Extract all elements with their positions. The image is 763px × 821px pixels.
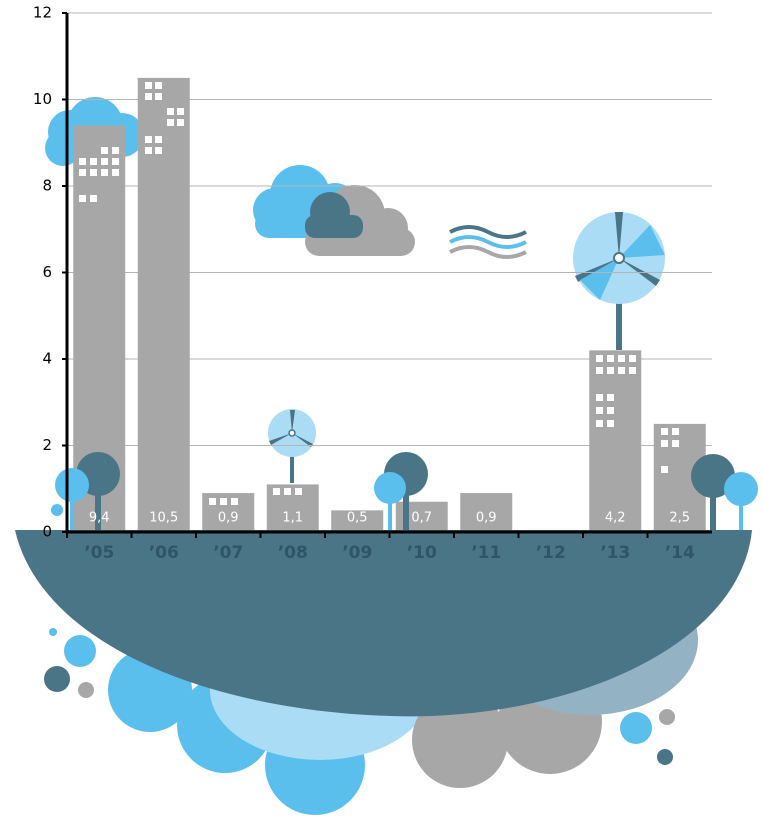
bar <box>331 510 384 532</box>
value-label: 9,4 <box>89 511 110 526</box>
axes: 0 2 4 6 8 10 12 ’05 9,4 ’06 10,5 ’07 0,9 ’08 1,1 ’09 0,5… <box>33 4 712 563</box>
value-label: 10,5 <box>149 511 178 526</box>
y-tick-label: 0 <box>42 523 52 541</box>
y-tick-label: 10 <box>33 90 52 108</box>
x-tick-label: ’13 <box>600 543 630 563</box>
value-label: 0,9 <box>476 511 497 526</box>
x-tick-label: ’14 <box>665 543 695 563</box>
y-tick-label: 12 <box>33 4 52 22</box>
foreground-art <box>15 82 758 717</box>
x-tick-label: ’09 <box>342 543 372 563</box>
bar <box>137 77 190 532</box>
y-tick-label: 8 <box>42 177 52 195</box>
y-tick-label: 2 <box>42 436 52 454</box>
x-tick-label: ’12 <box>536 543 566 563</box>
x-tick-label: ’10 <box>407 543 437 563</box>
y-tick-label: 4 <box>42 350 52 368</box>
x-tick-label: ’05 <box>84 543 114 563</box>
value-label: 0,9 <box>218 511 239 526</box>
x-tick-label: ’07 <box>213 543 243 563</box>
value-label: 0,7 <box>411 511 432 526</box>
bar <box>589 350 642 532</box>
value-label: 2,5 <box>669 511 690 526</box>
y-tick-label: 6 <box>42 263 52 281</box>
bar <box>460 493 513 532</box>
x-tick-label: ’08 <box>278 543 308 563</box>
value-label: 0,5 <box>347 511 368 526</box>
value-label: 1,1 <box>282 511 303 526</box>
x-tick-label: ’11 <box>471 543 501 563</box>
x-tick-label: ’06 <box>149 543 179 563</box>
value-label: 4,2 <box>605 511 626 526</box>
